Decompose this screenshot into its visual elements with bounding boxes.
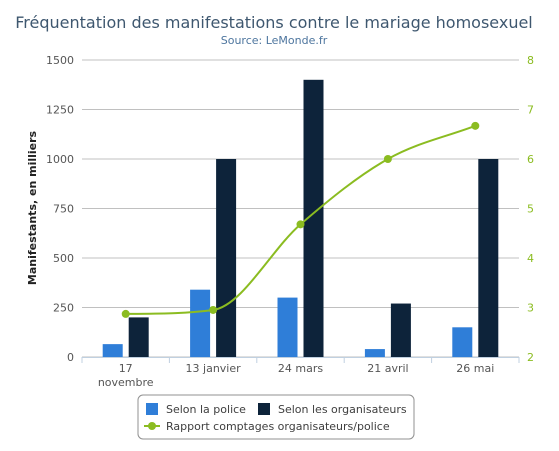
legend-box [137, 394, 415, 440]
y-axis-title: Manifestants, en milliers [26, 130, 39, 285]
y2-tick-label: 6 [527, 153, 534, 166]
ratio-point[interactable] [121, 309, 130, 318]
y-tick-label: 0 [67, 351, 74, 364]
legend-swatch[interactable] [258, 403, 270, 415]
x-tick-label: 17 novembre [98, 362, 154, 389]
y-tick-label: 250 [53, 302, 74, 315]
x-tick-label: 26 mai [456, 362, 494, 375]
ratio-point[interactable] [296, 220, 305, 229]
chart-title: Fréquentation des manifestations contre … [15, 13, 533, 32]
legend-label-police[interactable]: Selon la police [166, 403, 246, 416]
y-tick-label: 500 [53, 252, 74, 265]
x-tick-label-line: 21 avril [367, 362, 408, 375]
bar-police[interactable] [277, 297, 298, 357]
ratio-point[interactable] [383, 155, 392, 163]
ratio-line [125, 124, 476, 315]
bar-police[interactable] [364, 349, 385, 357]
y2-tick-label: 5 [527, 203, 534, 216]
y2-tick-label: 3 [527, 302, 534, 315]
x-tick-label: 13 janvier [186, 362, 242, 375]
legend-swatch[interactable] [146, 403, 158, 415]
x-tick-label-line: 26 mai [456, 362, 494, 375]
y2-tick-label: 7 [527, 104, 534, 117]
bar-police[interactable] [102, 344, 123, 357]
chart-subtitle: Source: LeMonde.fr [221, 34, 328, 47]
legend-marker[interactable] [148, 422, 156, 430]
bar-organisateurs[interactable] [478, 159, 499, 357]
bars-group [102, 79, 499, 358]
x-tick-label: 21 avril [367, 362, 408, 375]
bar-organisateurs[interactable] [390, 303, 411, 357]
y-tick-label: 1500 [46, 54, 74, 67]
ratio-point[interactable] [209, 305, 218, 314]
legend-label-organisateurs[interactable]: Selon les organisateurs [278, 403, 407, 416]
bar-organisateurs[interactable] [128, 317, 149, 357]
legend-label-ratio[interactable]: Rapport comptages organisateurs/police [166, 420, 390, 433]
legend[interactable]: Selon la police Selon les organisateurs Ra… [137, 394, 415, 440]
y-tick-label: 750 [53, 203, 74, 216]
ratio-point[interactable] [471, 121, 480, 130]
x-tick-label-line: 17 [119, 362, 133, 375]
bar-organisateurs[interactable] [303, 79, 324, 358]
x-tick-label-line: novembre [98, 376, 154, 389]
x-tick-label-line: 13 janvier [186, 362, 242, 375]
y2-tick-label: 4 [527, 252, 534, 265]
y-tick-label: 1250 [46, 104, 74, 117]
x-tick-label: 24 mars [278, 362, 323, 375]
bar-police[interactable] [190, 289, 211, 357]
bar-police[interactable] [452, 327, 473, 357]
y-tick-label: 1000 [46, 153, 74, 166]
bar-organisateurs[interactable] [216, 159, 237, 357]
y2-tick-label: 2 [527, 351, 534, 364]
grid-lines [82, 59, 519, 358]
y2-tick-label: 8 [527, 54, 534, 67]
x-tick-label-line: 24 mars [278, 362, 323, 375]
ratio-line-group [121, 121, 480, 318]
